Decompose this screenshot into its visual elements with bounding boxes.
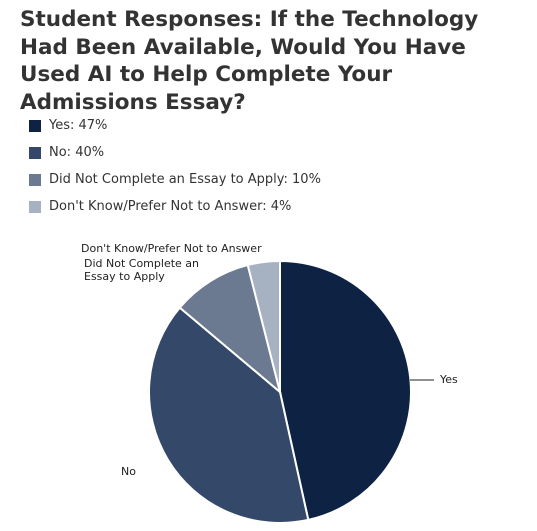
slice-label-yes: Yes <box>439 373 458 386</box>
legend-label-dont-know: Don't Know/Prefer Not to Answer: 4% <box>49 199 292 214</box>
slice-label-no: No <box>121 465 136 478</box>
legend: Yes: 47% No: 40% Did Not Complete an Ess… <box>29 112 321 220</box>
legend-item-dont-know: Don't Know/Prefer Not to Answer: 4% <box>29 193 321 220</box>
slice-label-did-not-complete-an-essay-to-apply: Did Not Complete an Essay to Apply <box>84 257 199 283</box>
legend-label-no: No: 40% <box>49 145 105 160</box>
legend-swatch-no <box>29 146 41 159</box>
legend-item-yes: Yes: 47% <box>29 112 321 139</box>
legend-item-did-not-complete: Did Not Complete an Essay to Apply: 10% <box>29 166 321 193</box>
chart-title: Student Responses: If the Technology Had… <box>20 7 479 115</box>
pie-slice-no <box>148 306 310 524</box>
pie-slice-did-not-complete-an-essay-to-apply <box>178 263 282 395</box>
pie-slice-yes <box>279 259 412 522</box>
legend-label-did-not-complete: Did Not Complete an Essay to Apply: 10% <box>49 172 321 187</box>
legend-swatch-did-not-complete <box>29 173 41 186</box>
pie-slice-don-t-know-prefer-not-to-answer <box>246 259 281 393</box>
legend-label-yes: Yes: 47% <box>49 118 108 133</box>
legend-swatch-yes <box>29 119 41 132</box>
legend-swatch-dont-know <box>29 200 41 213</box>
legend-item-no: No: 40% <box>29 139 321 166</box>
slice-label-don-t-know-prefer-not-to-answer: Don't Know/Prefer Not to Answer <box>81 242 262 255</box>
